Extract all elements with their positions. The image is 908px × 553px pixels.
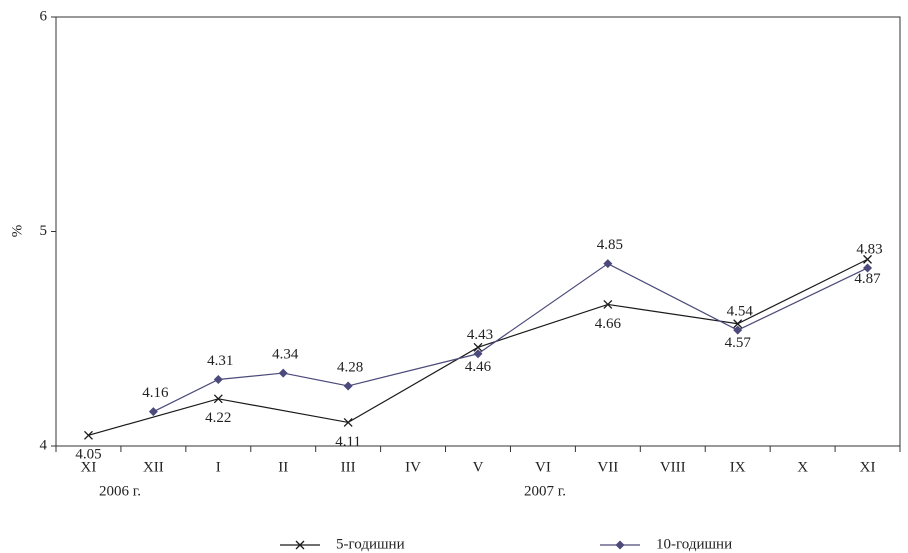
x-tick-label: III [341,459,356,475]
data-label: 4.16 [142,385,169,401]
year-label: 2006 г. [99,483,141,499]
year-label: 2007 г. [524,483,566,499]
marker [343,381,353,391]
x-tick-label: VIII [660,459,686,475]
plot-area [55,16,901,447]
x-tick-label: VII [597,459,618,475]
marker [473,342,483,352]
marker [603,259,613,269]
x-tick-label: II [278,459,288,475]
y-tick-label: 5 [40,223,48,239]
marker [733,325,743,335]
data-label: 4.31 [207,353,233,369]
x-tick-label: X [797,459,808,475]
data-label: 4.11 [335,434,361,450]
marker [343,417,353,427]
data-label: 4.43 [467,327,493,343]
x-tick-label: IX [730,459,746,475]
data-label: 4.85 [597,237,623,253]
data-label: 4.57 [725,335,752,351]
marker [148,407,158,417]
legend-marker [615,540,625,550]
data-label: 4.54 [727,304,754,320]
legend-label: 10-годишни [656,536,732,552]
y-axis-label: % [9,225,25,238]
series-line [153,262,868,413]
marker [278,368,288,378]
x-tick-label: IV [405,459,421,475]
data-label: 4.83 [856,241,882,257]
marker [473,349,483,359]
data-label: 4.87 [854,271,881,287]
y-tick-label: 4 [40,437,48,453]
data-label: 4.34 [272,347,299,363]
marker [213,375,223,385]
data-label: 4.66 [595,316,622,332]
legend-marker [295,540,305,550]
marker [84,430,93,440]
x-tick-label: V [473,459,484,475]
legend-label: 5-годишни [336,536,405,552]
marker [863,263,873,273]
x-tick-label: XI [860,459,876,475]
marker [863,254,872,264]
data-label: 4.28 [337,359,363,375]
marker [603,299,613,309]
x-tick-label: XII [143,459,164,475]
data-label: 4.22 [205,410,231,426]
data-label: 4.05 [75,447,101,463]
x-tick-label: VI [535,459,551,475]
x-tick-label: I [216,459,221,475]
marker [213,394,223,404]
marker [733,319,743,329]
data-label: 4.46 [465,359,492,375]
x-tick-label: XI [81,459,97,475]
y-tick-label: 6 [40,8,48,24]
